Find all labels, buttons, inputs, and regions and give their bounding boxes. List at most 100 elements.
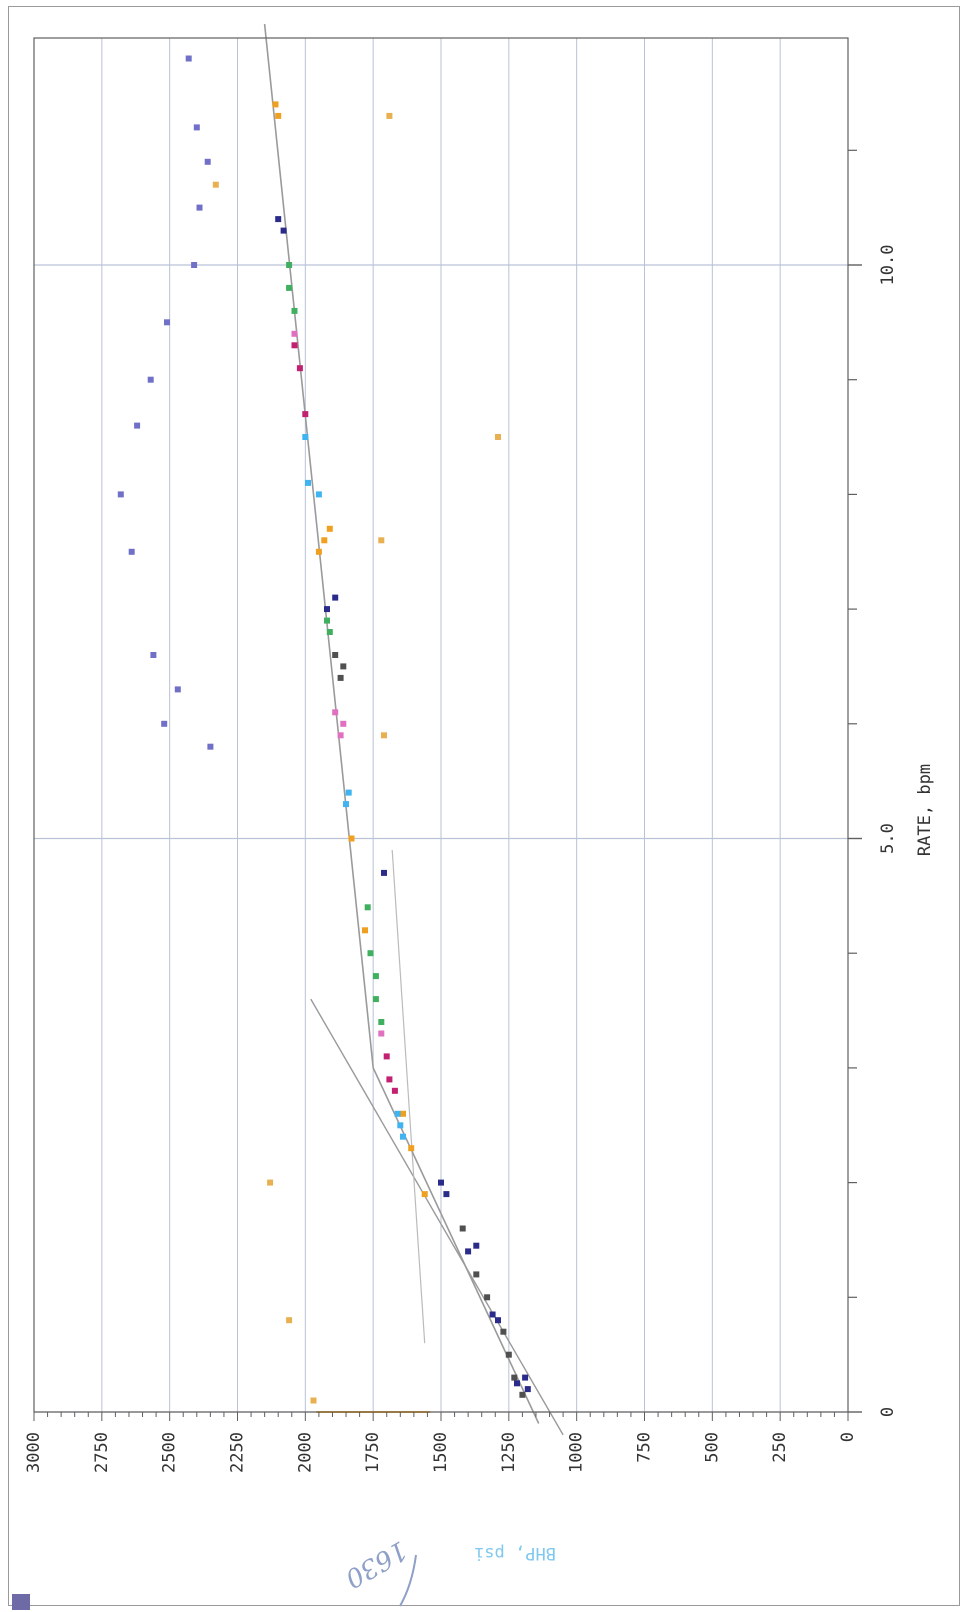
y-axis-title: BHP, psi [474, 1543, 556, 1563]
data-point [500, 1328, 507, 1335]
x-tick-label: 0 [878, 1407, 898, 1417]
data-point [408, 1145, 415, 1152]
y-tick-label: 0 [838, 1432, 858, 1442]
data-point [191, 262, 198, 268]
data-point [383, 1053, 390, 1060]
y-tick-label: 2000 [295, 1432, 315, 1473]
data-point [280, 227, 287, 234]
reference-line [391, 849, 426, 1344]
y-axis-title-group: BHP, psi [474, 1543, 556, 1563]
steep-fit-line [310, 998, 564, 1436]
data-point [364, 904, 371, 911]
data-point [459, 1225, 466, 1232]
data-point [267, 1179, 274, 1186]
y-tick-label-group: 2500 [160, 1432, 180, 1473]
reference-lines [263, 24, 564, 1436]
data-point [128, 548, 135, 555]
data-point [465, 1248, 472, 1255]
x-axis-title: RATE, bpm [915, 764, 935, 856]
data-point [147, 376, 154, 383]
data-point [421, 1191, 428, 1198]
y-tick-label: 250 [770, 1432, 790, 1463]
data-point [340, 663, 347, 670]
data-point [310, 1397, 317, 1404]
handwritten-stroke [399, 1554, 417, 1607]
x-tick-label-group: 5.0 [878, 823, 898, 854]
data-point [275, 216, 282, 223]
y-tick-label: 500 [702, 1432, 722, 1463]
data-point [291, 330, 298, 337]
data-point [511, 1374, 518, 1381]
data-point [324, 606, 330, 613]
y-tick-label-group: 1250 [499, 1432, 519, 1473]
data-point [438, 1179, 444, 1186]
y-tick-label: 1500 [431, 1432, 451, 1473]
data-point [505, 1351, 512, 1358]
data-point [286, 1317, 293, 1324]
data-point [381, 732, 387, 739]
y-tick-label: 2250 [228, 1432, 248, 1473]
data-point [117, 491, 124, 498]
data-points [117, 55, 531, 1404]
data-point [345, 789, 352, 796]
data-point [340, 720, 347, 727]
data-point [378, 1030, 385, 1037]
data-point [174, 686, 181, 693]
tick-labels: 0 5.0 10.0 0 250 500 750 1000 1250 1500 1750 2000 22… [24, 245, 898, 1473]
y-tick-label: 1250 [499, 1432, 519, 1473]
data-point [343, 801, 349, 808]
data-point [495, 434, 501, 440]
data-point [212, 181, 219, 188]
data-point [522, 1374, 529, 1381]
data-point [286, 262, 293, 268]
data-point [305, 479, 311, 486]
data-point [394, 1110, 401, 1117]
handwritten-annotation-group: 1630 [340, 1534, 412, 1593]
data-point [326, 525, 333, 532]
data-point [324, 617, 330, 624]
handwritten-annotation: 1630 [340, 1534, 412, 1593]
data-point [207, 743, 214, 750]
data-point [473, 1242, 480, 1249]
data-point [348, 835, 355, 842]
scan-frame [8, 6, 960, 1606]
y-tick-label-group: 0 [838, 1432, 858, 1442]
y-tick-label-group: 2750 [92, 1432, 112, 1473]
grid-layer [33, 38, 849, 1413]
data-point [193, 124, 200, 131]
x-tick-label-group: 10.0 [878, 245, 898, 286]
data-point [378, 537, 385, 544]
y-tick-label: 2750 [92, 1432, 112, 1473]
data-point [134, 422, 141, 429]
y-tick-label-group: 250 [770, 1432, 790, 1463]
data-point [296, 365, 303, 372]
data-point [315, 548, 322, 555]
data-point [332, 709, 339, 716]
data-point [326, 629, 333, 635]
data-point [378, 1019, 385, 1025]
corner-marker [12, 1594, 30, 1610]
data-point [362, 927, 368, 934]
y-tick-label-group: 2250 [228, 1432, 248, 1473]
y-tick-label-group: 1000 [567, 1432, 587, 1473]
data-point [489, 1311, 496, 1318]
y-tick-label-group: 2000 [295, 1432, 315, 1473]
trend-line [263, 24, 540, 1424]
data-point [161, 720, 168, 727]
data-point [386, 112, 393, 119]
data-point [524, 1386, 531, 1393]
data-point [337, 732, 344, 739]
data-point [443, 1191, 450, 1198]
data-point [400, 1133, 406, 1140]
data-point [291, 342, 298, 349]
y-tick-label-group: 1750 [363, 1432, 383, 1473]
data-point [514, 1380, 520, 1387]
data-point [150, 652, 157, 658]
data-point [164, 319, 170, 326]
data-point [495, 1317, 501, 1324]
data-point [286, 284, 293, 291]
y-tick-label-group: 750 [635, 1432, 655, 1463]
data-point [391, 1087, 398, 1094]
data-point [315, 491, 322, 498]
data-point [291, 307, 298, 314]
